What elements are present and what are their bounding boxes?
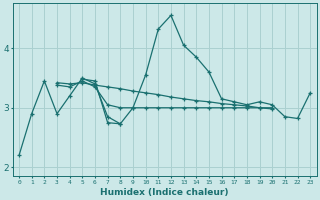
X-axis label: Humidex (Indice chaleur): Humidex (Indice chaleur) <box>100 188 229 197</box>
